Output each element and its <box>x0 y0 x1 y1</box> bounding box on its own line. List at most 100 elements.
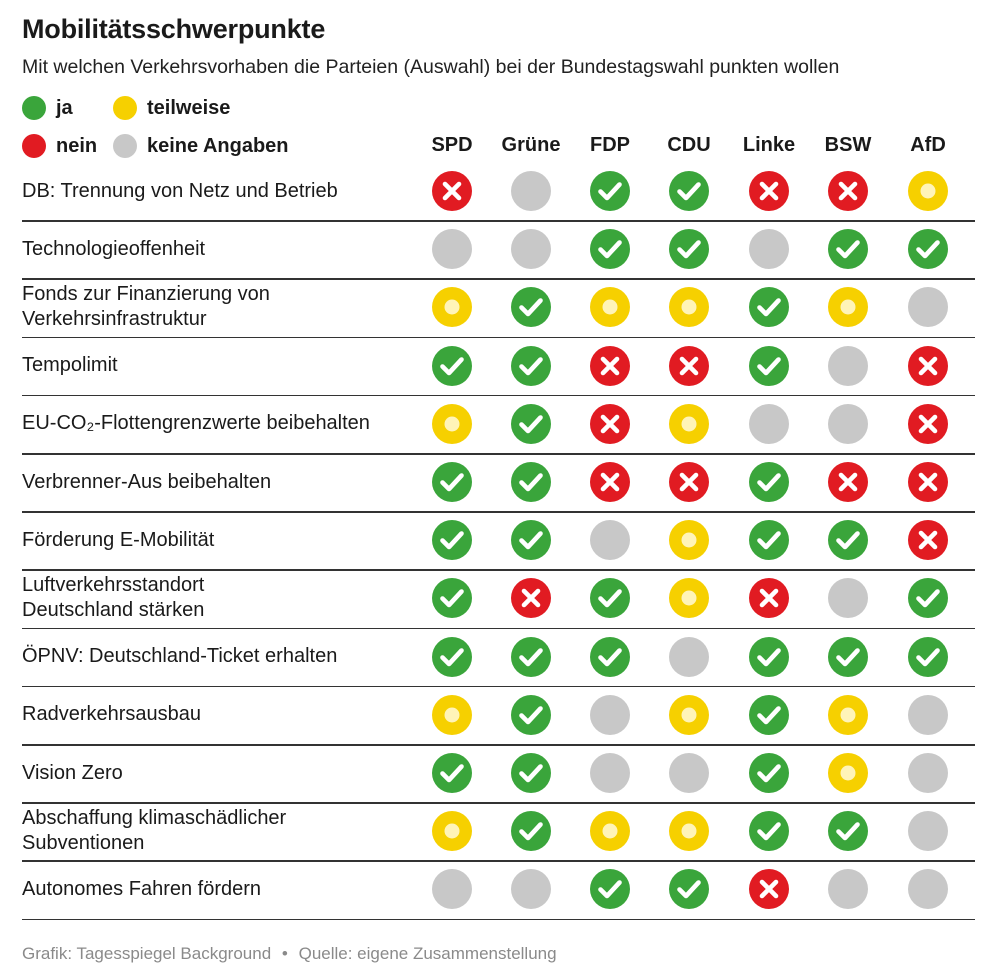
legend-label-teilweise: teilweise <box>147 96 231 119</box>
status-icon-teilweise-spd <box>432 403 472 444</box>
status-icon-ja-linke <box>749 694 789 735</box>
status-icon-nein-linke <box>749 869 789 910</box>
status-icon-nein-fdp <box>590 462 630 502</box>
row-divider <box>22 511 975 513</box>
party-header-fdp: FDP <box>590 134 630 156</box>
status-icon-ja-spd <box>432 462 472 502</box>
status-icon-keine-grüne <box>511 869 551 910</box>
footer-separator: • <box>281 944 288 963</box>
status-icon-nein-cdu <box>669 345 709 386</box>
status-icon-keine-fdp <box>590 753 630 793</box>
status-icon-ja-linke <box>749 753 789 793</box>
status-icon-keine-fdp <box>590 694 630 735</box>
row-label: Technologieoffenheit <box>22 237 206 260</box>
chart-subtitle: Mit welchen Verkehrsvorhaben die Parteie… <box>22 56 840 78</box>
party-header-afd: AfD <box>910 134 946 156</box>
status-icon-ja-spd <box>432 520 472 561</box>
status-icon-ja-linke <box>749 811 789 852</box>
status-icon-teilweise-cdu <box>669 403 709 444</box>
footer-credit: Grafik: Tagesspiegel Background • Quelle… <box>22 944 557 964</box>
status-icon-nein-afd <box>908 462 948 502</box>
legend-label-ja: ja <box>56 96 73 119</box>
status-icon-teilweise-fdp <box>590 811 630 852</box>
status-icon-ja-afd <box>908 636 948 677</box>
status-icon-teilweise-spd <box>432 694 472 735</box>
status-icon-nein-afd <box>908 403 948 444</box>
status-icon-ja-spd <box>432 578 472 619</box>
row-divider <box>22 744 975 746</box>
row-label: DB: Trennung von Netz und Betrieb <box>22 179 338 202</box>
status-icon-teilweise-cdu <box>669 578 709 619</box>
row-label: Autonomes Fahren fördern <box>22 877 262 900</box>
status-icon-teilweise-cdu <box>669 520 709 561</box>
status-icon-teilweise-afd <box>908 171 948 211</box>
status-icon-ja-fdp <box>590 171 630 211</box>
legend-dot-teilweise <box>113 96 137 120</box>
status-icon-keine-bsw <box>828 403 868 444</box>
status-icon-ja-fdp <box>590 578 630 619</box>
status-icon-keine-afd <box>908 753 948 793</box>
footer-graphic-credit: Grafik: Tagesspiegel Background <box>22 944 272 963</box>
status-icon-ja-cdu <box>669 229 709 270</box>
status-icon-nein-spd <box>432 171 472 211</box>
row-label: Luftverkehrsstandort Deutschland stärken <box>22 574 205 622</box>
status-icon-teilweise-bsw <box>828 694 868 735</box>
party-header-grüne: Grüne <box>501 134 561 156</box>
status-icon-nein-bsw <box>828 171 868 211</box>
row-divider <box>22 453 975 455</box>
status-icon-ja-afd <box>908 229 948 270</box>
status-icon-ja-fdp <box>590 869 630 910</box>
status-icon-nein-fdp <box>590 345 630 386</box>
status-icon-ja-linke <box>749 287 789 328</box>
status-icon-nein-afd <box>908 345 948 386</box>
status-icon-keine-spd <box>432 229 472 270</box>
status-icon-teilweise-spd <box>432 811 472 852</box>
status-icon-ja-grüne <box>511 520 551 561</box>
status-icon-ja-grüne <box>511 403 551 444</box>
status-icon-keine-grüne <box>511 229 551 270</box>
status-icon-nein-bsw <box>828 462 868 502</box>
party-header-cdu: CDU <box>667 134 711 156</box>
status-icon-ja-bsw <box>828 811 868 852</box>
status-icon-keine-cdu <box>669 753 709 793</box>
status-icon-ja-grüne <box>511 694 551 735</box>
row-label: Vision Zero <box>22 761 123 784</box>
row-label: Radverkehrsausbau <box>22 703 201 726</box>
row-label: Verbrenner-Aus beibehalten <box>22 470 272 493</box>
status-icon-ja-bsw <box>828 636 868 677</box>
status-icon-ja-spd <box>432 345 472 386</box>
row-divider <box>22 918 975 921</box>
status-icon-ja-linke <box>749 345 789 386</box>
row-divider <box>22 860 975 862</box>
row-label: ÖPNV: Deutschland-Ticket erhalten <box>22 645 338 668</box>
status-icon-keine-afd <box>908 694 948 735</box>
status-icon-nein-cdu <box>669 462 709 502</box>
legend-item-keine-angaben: keine Angaben <box>113 134 289 158</box>
status-icon-nein-grüne <box>511 578 551 619</box>
status-icon-ja-grüne <box>511 636 551 677</box>
row-label: EU-CO₂-Flottengrenzwerte beibehalten <box>22 412 370 435</box>
status-icon-ja-grüne <box>511 345 551 386</box>
status-icon-ja-fdp <box>590 229 630 270</box>
status-icon-ja-grüne <box>511 753 551 793</box>
status-icon-keine-bsw <box>828 345 868 386</box>
status-icon-ja-linke <box>749 520 789 561</box>
row-divider <box>22 336 975 339</box>
status-icon-ja-grüne <box>511 287 551 328</box>
status-icon-keine-grüne <box>511 171 551 211</box>
status-icon-keine-afd <box>908 811 948 852</box>
status-icon-keine-bsw <box>828 869 868 910</box>
status-icon-ja-grüne <box>511 811 551 852</box>
party-header-linke: Linke <box>742 134 796 156</box>
legend-item-nein: nein <box>22 134 97 158</box>
status-icon-nein-afd <box>908 520 948 561</box>
status-icon-ja-linke <box>749 636 789 677</box>
row-label: Abschaffung klimaschädlicher Subventionen <box>22 807 287 855</box>
legend-item-teilweise: teilweise <box>113 96 230 120</box>
row-divider <box>22 278 975 280</box>
party-header-bsw: BSW <box>824 134 872 156</box>
row-label: Förderung E-Mobilität <box>22 528 215 551</box>
status-icon-teilweise-cdu <box>669 811 709 852</box>
status-icon-ja-linke <box>749 462 789 502</box>
status-icon-keine-bsw <box>828 578 868 619</box>
